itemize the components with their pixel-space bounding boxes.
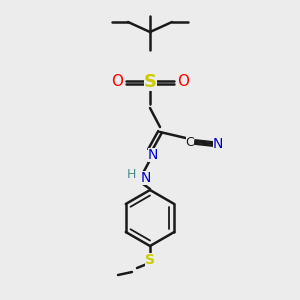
Text: S: S xyxy=(145,253,155,267)
Text: N: N xyxy=(213,137,223,151)
Text: H: H xyxy=(126,167,136,181)
Text: N: N xyxy=(148,148,158,162)
Text: S: S xyxy=(143,73,157,91)
Text: O: O xyxy=(177,74,189,89)
Text: N: N xyxy=(141,171,151,185)
Text: O: O xyxy=(111,74,123,89)
Text: C: C xyxy=(186,136,194,148)
